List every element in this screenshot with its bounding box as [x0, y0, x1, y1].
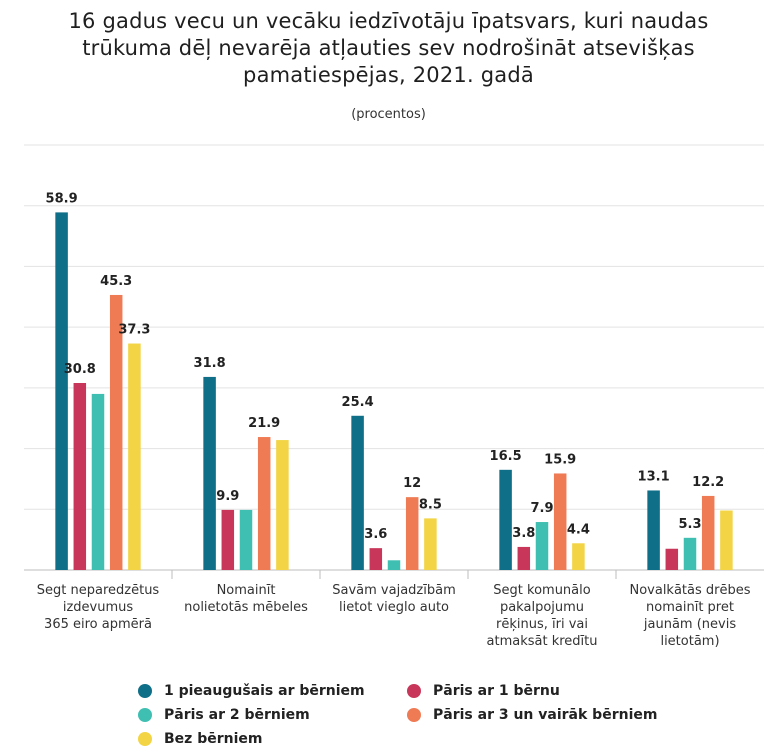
data-label: 30.8 [64, 362, 96, 377]
data-label: 16.5 [490, 449, 522, 464]
data-label: 3.6 [364, 527, 387, 542]
bar [239, 509, 253, 570]
data-label: 13.1 [638, 469, 670, 484]
bar [203, 376, 216, 570]
bar [535, 522, 549, 570]
bar [720, 510, 733, 570]
bar [221, 509, 235, 570]
legend-item: Pāris ar 1 bērnu [407, 683, 560, 699]
x-tick-label: nolietotās mēbeles [184, 600, 308, 615]
x-tick-label: rēķinus, īri vai [496, 617, 588, 632]
chart-title: 16 gadus vecu un vecāku iedzīvotāju īpat… [0, 8, 777, 89]
bar [499, 469, 512, 570]
bar [387, 560, 401, 570]
x-tick-label: jaunām (nevis [643, 617, 736, 632]
data-label: 12.2 [692, 475, 724, 490]
data-label: 5.3 [678, 517, 701, 532]
bar [665, 548, 679, 570]
title-line-2: trūkuma dēļ nevarēja atļauties sev nodro… [82, 36, 695, 60]
x-tick-label: Segt neparedzētus [37, 583, 160, 598]
legend-label: 1 pieaugušais ar bērniem [164, 683, 365, 699]
x-tick-label: pakalpojumu [500, 600, 584, 615]
x-tick-label: 365 eiro apmērā [44, 617, 152, 632]
legend-item: Pāris ar 2 bērniem [138, 707, 310, 723]
bar [109, 294, 123, 570]
x-tick-label: nomainīt pret [646, 600, 734, 615]
data-label: 9.9 [216, 489, 239, 504]
bar-chart: 58.9 30.8 45.3 37.3 Segt neparedzētus izdevum… [24, 144, 764, 649]
title-line-3: pamatiespējas, 2021. gadā [243, 63, 534, 87]
bar [351, 415, 364, 570]
data-label: 45.3 [100, 274, 132, 289]
bar [424, 518, 437, 570]
legend-item: Bez bērniem [138, 731, 262, 747]
bar [55, 212, 68, 570]
data-label: 25.4 [342, 395, 374, 410]
x-tick-label: Savām vajadzībām [332, 583, 455, 598]
legend: 1 pieaugušais ar bērniem Pāris ar 1 bērnu… [0, 680, 777, 756]
title-line-1: 16 gadus vecu un vecāku iedzīvotāju īpat… [68, 9, 709, 33]
bar [91, 393, 105, 570]
bar [405, 497, 419, 570]
legend-marker [407, 708, 421, 722]
legend-item: 1 pieaugušais ar bērniem [138, 683, 365, 699]
x-tick-label: lietotām) [660, 634, 719, 649]
bar [369, 548, 383, 570]
bar [257, 437, 271, 570]
bar [73, 383, 87, 570]
data-label: 12 [403, 476, 421, 491]
bar [128, 343, 141, 570]
x-tick-label: Nomainīt [217, 583, 276, 598]
bar [553, 473, 567, 570]
legend-label: Pāris ar 2 bērniem [164, 707, 310, 723]
bar [683, 537, 697, 570]
data-label: 37.3 [118, 323, 150, 338]
data-label: 7.9 [530, 501, 553, 516]
data-label: 8.5 [419, 497, 442, 512]
legend-label: Pāris ar 1 bērnu [433, 683, 560, 699]
x-tick-label: izdevumus [63, 600, 134, 615]
data-label: 4.4 [567, 522, 590, 537]
legend-label: Bez bērniem [164, 731, 263, 747]
legend-marker [138, 684, 152, 698]
data-label: 58.9 [46, 191, 78, 206]
legend-marker [138, 708, 152, 722]
bar [517, 546, 531, 570]
bar [572, 543, 585, 570]
data-label: 21.9 [248, 416, 280, 431]
chart-subtitle: (procentos) [351, 107, 426, 122]
bar [276, 440, 289, 570]
data-label: 15.9 [544, 452, 576, 467]
bar [701, 495, 715, 570]
x-tick-label: lietot vieglo auto [339, 600, 449, 615]
data-label: 31.8 [194, 356, 226, 371]
legend-marker [407, 684, 421, 698]
legend-label: Pāris ar 3 un vairāk bērniem [433, 707, 658, 723]
data-label: 3.8 [512, 526, 535, 541]
legend-marker [138, 732, 152, 746]
x-tick-label: Segt komunālo [493, 583, 590, 598]
legend-item: Pāris ar 3 un vairāk bērniem [407, 707, 657, 723]
x-tick-label: atmaksāt kredītu [487, 634, 598, 649]
x-tick-label: Novalkātās drēbes [629, 583, 750, 598]
bar [647, 490, 660, 570]
